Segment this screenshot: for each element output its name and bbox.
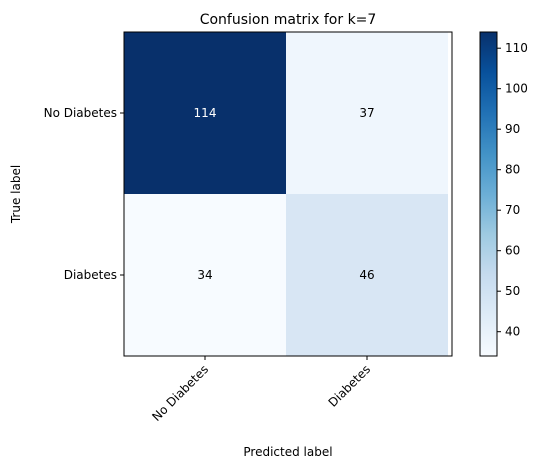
heatmap-cell [286, 194, 448, 356]
heatmap-cell [124, 194, 286, 356]
plot-frame [123, 31, 453, 357]
colorbar-tick-label: 90 [505, 122, 520, 136]
y-axis-label: True label [9, 165, 23, 224]
y-axis-ticks: No Diabetes Diabetes [44, 106, 124, 282]
cell-labels: 114 37 34 46 [194, 106, 375, 282]
colorbar-tick-label: 100 [505, 82, 528, 96]
colorbar [479, 31, 498, 357]
cell-value-label: 46 [359, 268, 374, 282]
colorbar-tick-label: 80 [505, 163, 520, 177]
chart-title: Confusion matrix for k=7 [200, 12, 377, 28]
colorbar-tick-label: 40 [505, 325, 520, 339]
x-axis-label: Predicted label [243, 445, 332, 459]
colorbar-tick-label: 110 [505, 41, 528, 55]
heatmap-cell [124, 32, 286, 194]
cell-value-label: 37 [359, 106, 374, 120]
heatmap-cells [124, 32, 448, 356]
heatmap-cell [286, 32, 448, 194]
x-axis-ticks: No Diabetes Diabetes [149, 356, 373, 424]
colorbar-tick-label: 60 [505, 244, 520, 258]
colorbar-tick-label: 70 [505, 203, 520, 217]
y-tick-label: No Diabetes [44, 106, 117, 120]
y-tick-label: Diabetes [64, 268, 117, 282]
colorbar-ticks: 40 50 60 70 80 90 100 110 [497, 41, 528, 339]
x-tick-label: No Diabetes [149, 362, 211, 424]
x-tick-label: Diabetes [326, 362, 374, 410]
colorbar-tick-label: 50 [505, 284, 520, 298]
cell-value-label: 114 [194, 106, 217, 120]
cell-value-label: 34 [197, 268, 212, 282]
